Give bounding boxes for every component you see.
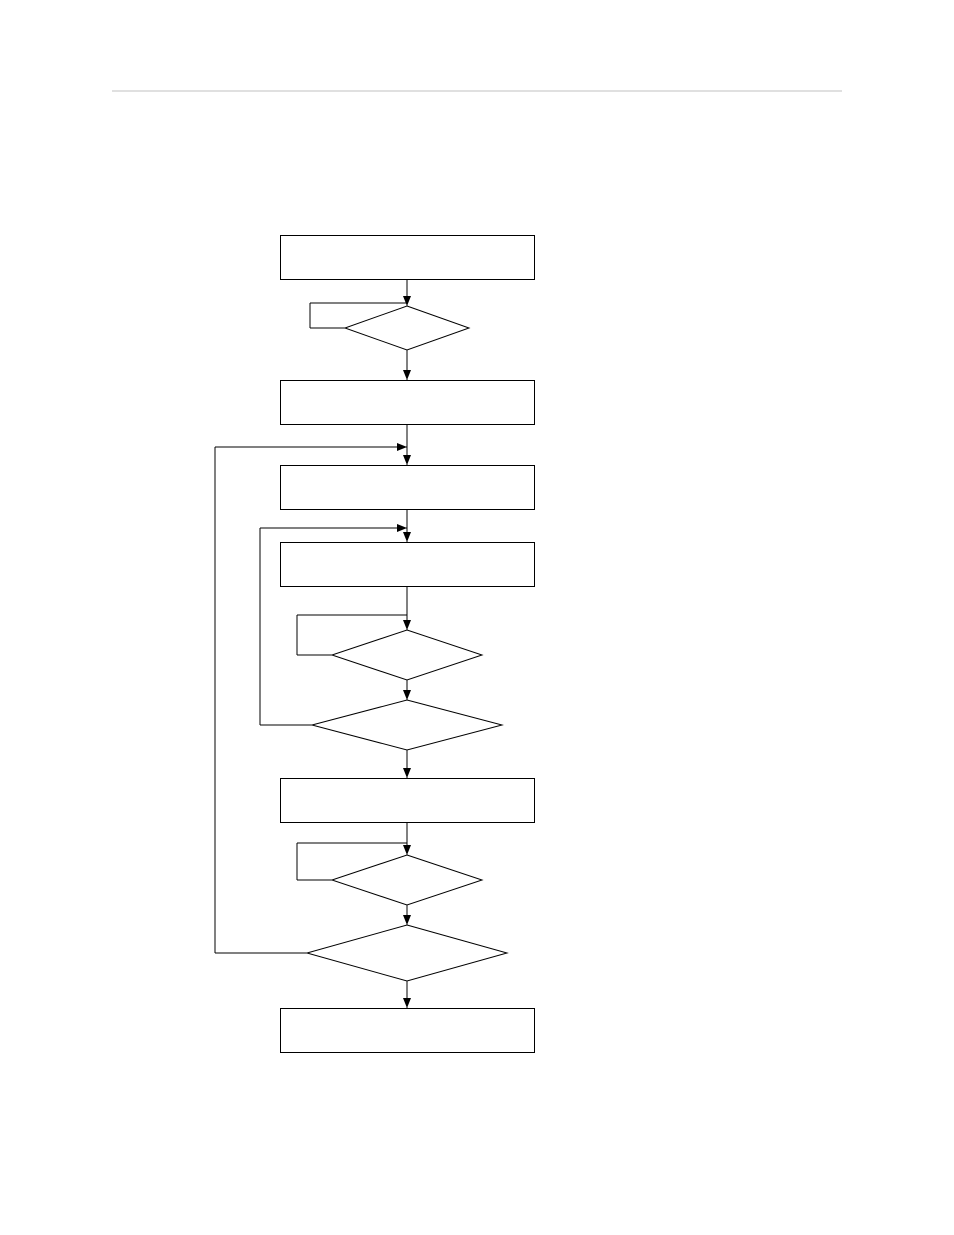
page-canvas bbox=[0, 0, 954, 1235]
flow-rect-r1 bbox=[280, 235, 535, 280]
flow-rect-r4 bbox=[280, 542, 535, 587]
flow-diamond-d4 bbox=[332, 855, 482, 905]
flow-rect-r2 bbox=[280, 380, 535, 425]
flow-rect-r5 bbox=[280, 778, 535, 823]
flow-diamond-d5 bbox=[307, 925, 507, 981]
flow-diamond-d3 bbox=[312, 700, 502, 750]
flow-diamond-d1 bbox=[345, 306, 469, 350]
flow-rect-r6 bbox=[280, 1008, 535, 1053]
flow-diamond-d2 bbox=[332, 630, 482, 680]
flow-rect-r3 bbox=[280, 465, 535, 510]
header-rule bbox=[112, 90, 842, 92]
